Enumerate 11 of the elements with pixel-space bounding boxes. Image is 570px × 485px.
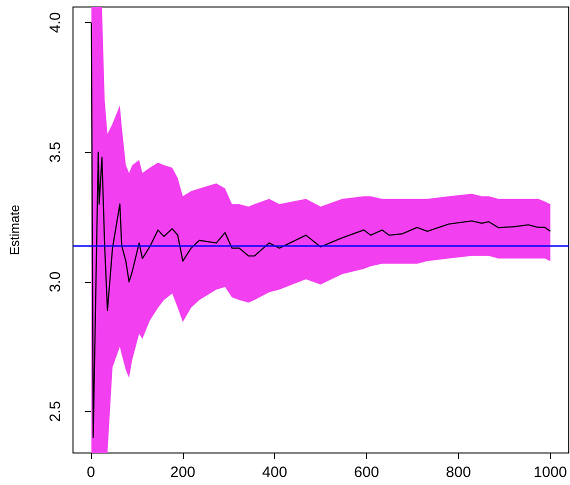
y-tick-label: 4.0 [47,12,64,33]
y-tick-label: 3.5 [47,142,64,163]
y-tick-label: 2.5 [47,401,64,422]
y-tick-label: 3.0 [47,271,64,292]
x-tick-label: 400 [262,464,288,481]
x-tick-label: 200 [170,464,196,481]
x-tick-label: 0 [86,464,96,481]
x-tick-label: 600 [354,464,380,481]
x-tick-label: 800 [446,464,471,481]
y-axis-title: Estimate [7,204,22,256]
x-tick-label: 1000 [534,464,568,481]
